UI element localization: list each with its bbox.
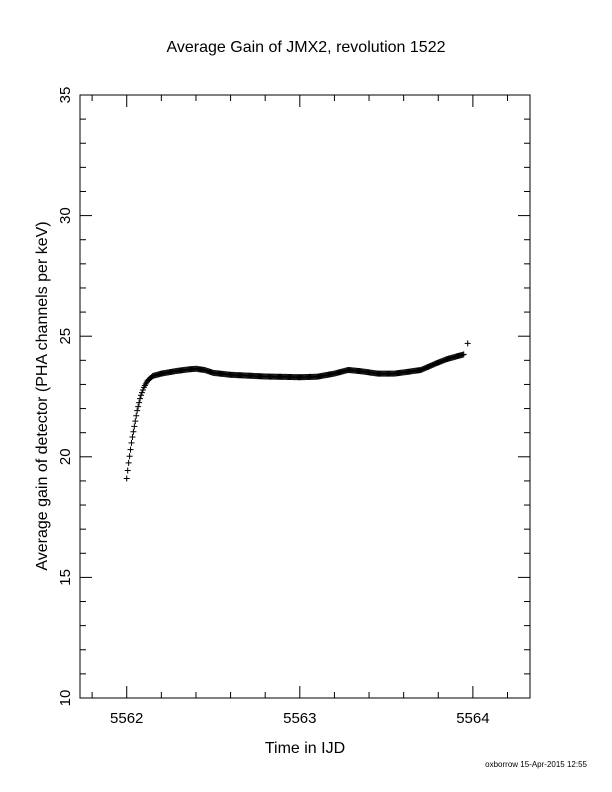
data-point-outlier [464, 340, 471, 347]
y-axis-label: Average gain of detector (PHA channels p… [34, 221, 51, 570]
x-axis-label: Time in IJD [265, 740, 345, 757]
axis-tick-labels: 5562 5563 5564 10 15 20 25 30 35 [57, 87, 490, 727]
y-tick-label: 30 [57, 207, 74, 224]
data-point [128, 439, 135, 446]
y-tick-label: 20 [57, 448, 74, 465]
data-point [131, 423, 138, 430]
y-tick-label: 35 [57, 87, 74, 104]
data-point [123, 475, 130, 482]
data-point [129, 434, 136, 441]
data-points [123, 340, 471, 482]
footer-credit: oxborrow 15-Apr-2015 12:55 [485, 760, 587, 769]
y-tick-label: 25 [57, 328, 74, 345]
data-point [127, 446, 134, 453]
x-tick-label: 5563 [283, 710, 316, 727]
chart-title: Average Gain of JMX2, revolution 1522 [167, 39, 446, 56]
plot-frame [79, 94, 531, 699]
data-point [130, 428, 137, 435]
data-point [136, 399, 143, 406]
data-point [125, 459, 132, 466]
y-tick-label: 10 [57, 690, 74, 707]
data-point [139, 386, 146, 393]
data-point [138, 392, 145, 399]
data-point [126, 453, 133, 460]
data-point [138, 389, 145, 396]
x-tick-label: 5564 [456, 710, 489, 727]
data-point [135, 403, 142, 410]
data-point [132, 418, 139, 425]
axis-ticks [80, 94, 530, 699]
data-point [133, 412, 140, 419]
data-point [134, 407, 141, 414]
y-tick-label: 15 [57, 569, 74, 586]
data-point [124, 467, 131, 474]
data-point [460, 351, 467, 358]
x-tick-label: 5562 [110, 710, 143, 727]
data-point [137, 395, 144, 402]
